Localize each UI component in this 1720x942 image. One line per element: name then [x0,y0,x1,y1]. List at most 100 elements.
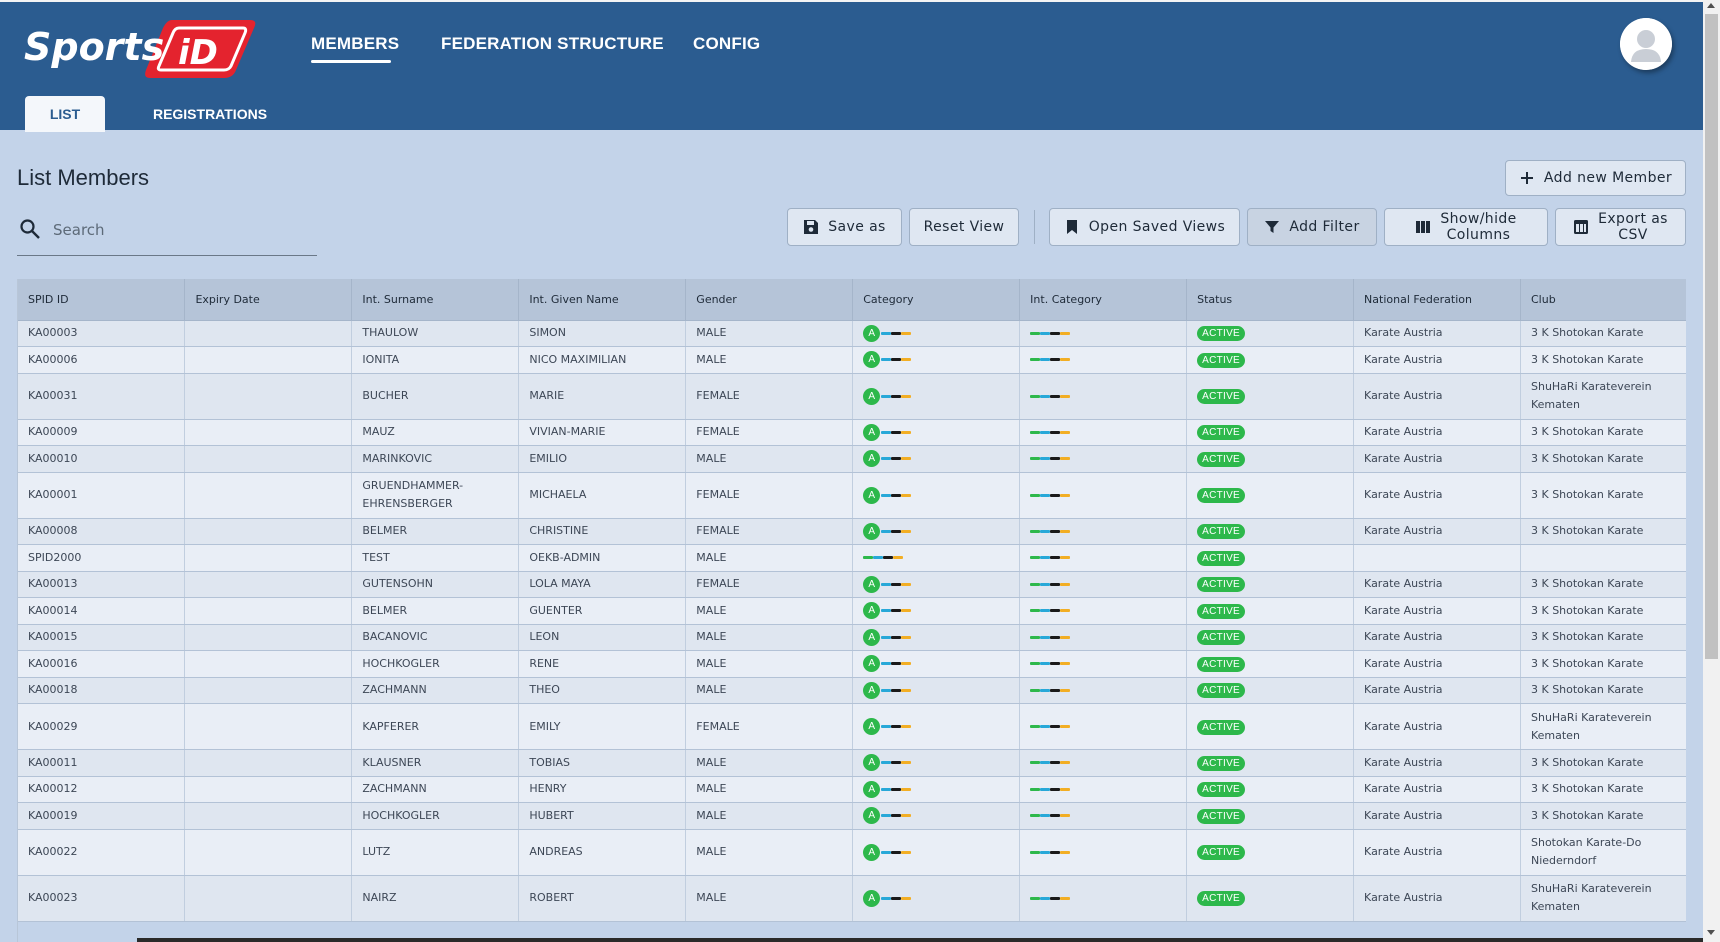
nav-federation-structure[interactable]: FEDERATION STRUCTURE [441,34,664,53]
status-badge: ACTIVE [1197,656,1246,672]
category-badge: A [863,575,881,593]
belt-bar [1050,493,1061,497]
scroll-down-arrow-icon[interactable] [1707,930,1715,935]
column-header[interactable]: Expiry Date [184,279,353,321]
save-as-button[interactable]: Save as [787,208,902,246]
table-row[interactable]: KA00008 BELMER CHRISTINE FEMALE A ACTIVE Karat… [18,518,1686,545]
add-filter-label: Add Filter [1289,219,1360,235]
tab-list[interactable]: LIST [25,96,105,132]
belt-bar [1040,430,1051,434]
column-header[interactable]: Gender [685,279,854,321]
surname-cell: KAPFERER [351,703,520,750]
table-row[interactable]: KA00022 LUTZ ANDREAS MALE A ACTIVE Karate Aust… [18,829,1686,876]
belt-bar [881,430,892,434]
belt-bar [881,358,892,362]
table-row[interactable]: KA00009 MAUZ VIVIAN-MARIE FEMALE A ACTIVE Kara… [18,419,1686,446]
export-csv-button[interactable]: Export as CSV [1555,208,1686,246]
category-badge: A [863,754,881,772]
user-avatar[interactable] [1620,18,1672,70]
belt-bar [1050,331,1061,335]
belt-bar [1050,814,1061,818]
column-header[interactable]: Status [1186,279,1355,321]
belt-bar [1040,358,1051,362]
table-row[interactable]: KA00031 BUCHER MARIE FEMALE A ACTIVE Karate Au… [18,373,1686,420]
table-row[interactable]: KA00006 IONITA NICO MAXIMILIAN MALE A ACTIVE K… [18,346,1686,374]
column-header[interactable]: Category [852,279,1021,321]
belt-bar [1030,787,1041,791]
add-new-member-button[interactable]: Add new Member [1505,160,1686,196]
category-indicator: A [863,889,1019,907]
belt-bar [881,850,892,854]
nav-members[interactable]: MEMBERS [311,34,400,53]
surname-cell: BELMER [351,597,520,625]
expiry-date-cell [184,624,353,651]
belt-bar [901,358,912,362]
table-row[interactable]: KA00029 KAPFERER EMILY FEMALE A ACTIVE Karate … [18,703,1686,750]
spid-id-cell: KA00009 [18,419,186,446]
scroll-up-arrow-icon[interactable] [1707,3,1715,8]
status-badge: ACTIVE [1197,719,1246,735]
belt-bar [1030,850,1041,854]
category-badge: A [863,324,881,342]
belt-bar [1040,787,1051,791]
national-federation-cell: Karate Austria [1353,320,1521,347]
table-row[interactable]: SPID2000 TEST OEKB-ADMIN MALE ACTIVE [18,544,1686,572]
table-row[interactable]: KA00019 HOCHKOGLER HUBERT MALE A ACTIVE Karate… [18,802,1686,830]
spid-id-cell: KA00008 [18,518,186,545]
column-header[interactable]: Int. Category [1019,279,1188,321]
sportsid-logo[interactable]: Sports iD [22,14,258,80]
status-cell: ACTIVE [1186,544,1355,572]
table-row[interactable]: KA00012 ZACHMANN HENRY MALE A ACTIVE Karate Au… [18,776,1686,803]
table-row[interactable]: KA00001 GRUENDHAMMER-EHRENSBERGER MICHAELA… [18,472,1686,519]
status-badge: ACTIVE [1197,389,1246,404]
reset-view-button[interactable]: Reset View [909,208,1019,246]
spid-id-cell: KA00029 [18,703,186,750]
status-badge: ACTIVE [1197,683,1246,699]
table-row[interactable]: KA00011 KLAUSNER TOBIAS MALE A ACTIVE Karate A… [18,749,1686,777]
belt-bar [1060,896,1071,900]
table-row[interactable]: KA00023 NAIRZ ROBERT MALE A ACTIVE Karate Aust… [18,875,1686,922]
category-indicator: A [863,522,1019,540]
spid-id-cell: KA00015 [18,624,186,651]
given-name-cell: HENRY [518,776,687,803]
column-header[interactable]: Club [1520,279,1686,321]
scrollbar-thumb[interactable] [1705,14,1718,659]
table-row[interactable]: KA00010 MARINKOVIC EMILIO MALE A ACTIVE Karate… [18,445,1686,473]
gender-cell: MALE [685,677,854,704]
open-saved-views-button[interactable]: Open Saved Views [1049,208,1240,246]
belt-bar [881,582,892,586]
int-category-cell [1019,544,1188,572]
add-filter-button[interactable]: Add Filter [1247,208,1377,246]
int-category-indicator [1030,688,1186,692]
int-category-indicator [1030,725,1186,728]
given-name-cell: SIMON [518,320,687,347]
table-row[interactable]: KA00013 GUTENSOHN LOLA MAYA FEMALE A ACTIVE Ka… [18,571,1686,598]
table-row[interactable]: KA00016 HOCHKOGLER RENE MALE A ACTIVE Karate A… [18,650,1686,678]
table-row[interactable]: KA00018 ZACHMANN THEO MALE A ACTIVE Karate Aus… [18,677,1686,704]
status-cell: ACTIVE [1186,571,1355,598]
nav-config[interactable]: CONFIG [693,34,761,53]
belt-bar [1060,556,1071,560]
columns-icon [1416,221,1431,233]
page-title: List Members [17,165,150,190]
column-header[interactable]: SPID ID [18,279,186,321]
table-export-icon [1574,220,1589,234]
table-row[interactable]: KA00015 BACANOVIC LEON MALE A ACTIVE Karate Au… [18,624,1686,651]
column-header[interactable]: National Federation [1353,279,1521,321]
category-indicator: A [863,387,1019,405]
vertical-scrollbar[interactable] [1703,0,1720,942]
category-cell: A [852,650,1021,678]
table-row[interactable]: KA00014 BELMER GUENTER MALE A ACTIVE Karate Au… [18,597,1686,625]
search-input[interactable] [53,214,303,246]
column-header[interactable]: Int. Given Name [518,279,687,321]
belt-bar [1040,896,1051,900]
int-category-cell [1019,802,1188,830]
show-hide-columns-button[interactable]: Show/hide Columns [1384,208,1548,246]
status-cell: ACTIVE [1186,373,1355,420]
belt-bar [1060,430,1071,434]
belt-bar [891,662,902,666]
column-header[interactable]: Int. Surname [351,279,520,321]
table-row[interactable]: KA00003 THAULOW SIMON MALE A ACTIVE Karate Aus… [18,320,1686,347]
horizontal-scrollbar[interactable] [137,938,1703,942]
tab-registrations[interactable]: REGISTRATIONS [152,106,268,122]
